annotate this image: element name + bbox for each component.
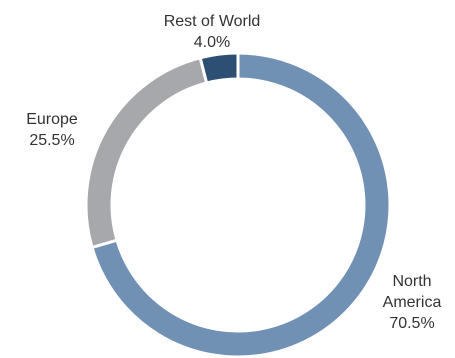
label-europe: Europe 25.5%: [26, 111, 78, 149]
slice-north-america: [90, 51, 392, 358]
label-value: 4.0%: [194, 34, 230, 51]
label-rest-of-world: Rest of World 4.0%: [164, 13, 261, 51]
label-name: North: [392, 273, 431, 290]
label-name: Europe: [26, 111, 78, 128]
label-name: America: [383, 294, 442, 311]
label-north-america: North America 70.5%: [383, 273, 442, 332]
label-value: 25.5%: [29, 132, 74, 149]
label-value: 70.5%: [389, 315, 434, 332]
donut-slices: [84, 51, 392, 358]
label-name: Rest of World: [164, 13, 261, 30]
slice-rest-of-world: [198, 51, 240, 85]
slice-labels: North America 70.5% Europe 25.5% Rest of Worl…: [26, 13, 441, 332]
slice-europe: [84, 55, 209, 250]
